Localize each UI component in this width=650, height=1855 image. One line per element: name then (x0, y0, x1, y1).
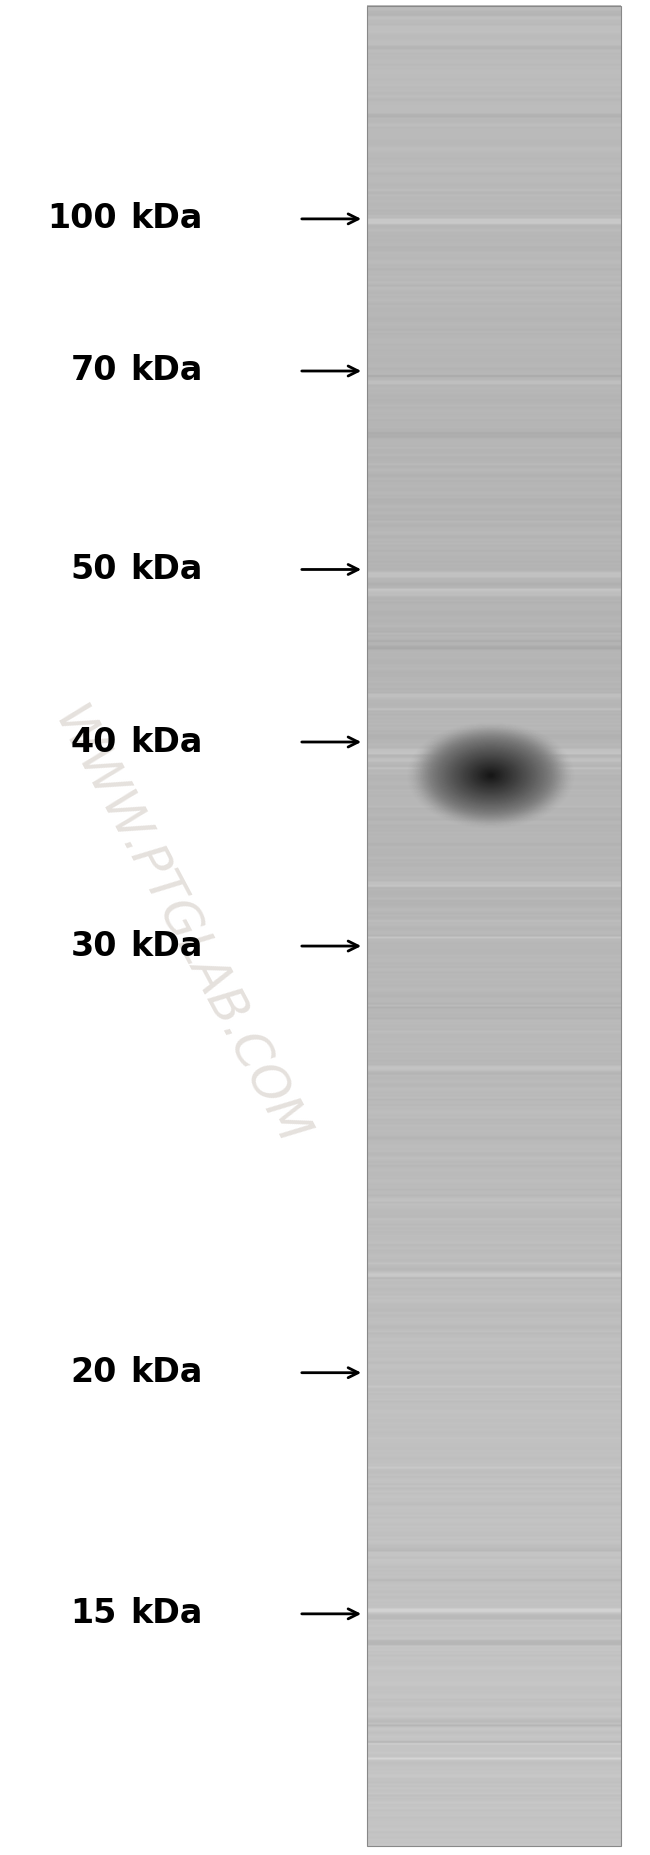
Ellipse shape (443, 746, 538, 805)
Ellipse shape (454, 751, 528, 800)
Text: 15: 15 (71, 1597, 117, 1631)
Ellipse shape (434, 738, 548, 812)
Ellipse shape (442, 744, 540, 807)
Ellipse shape (415, 727, 567, 824)
Ellipse shape (435, 740, 547, 811)
Ellipse shape (463, 759, 518, 792)
Ellipse shape (447, 748, 535, 803)
Ellipse shape (488, 774, 494, 777)
Ellipse shape (469, 762, 513, 788)
Ellipse shape (428, 736, 553, 814)
Text: kDa: kDa (130, 553, 202, 586)
Ellipse shape (465, 759, 516, 792)
Ellipse shape (418, 729, 564, 822)
Ellipse shape (471, 762, 511, 788)
Ellipse shape (425, 735, 556, 816)
Text: 100: 100 (47, 202, 117, 236)
Ellipse shape (420, 731, 562, 820)
Ellipse shape (438, 742, 543, 809)
Ellipse shape (480, 770, 501, 781)
Text: 30: 30 (70, 929, 117, 963)
Text: kDa: kDa (130, 354, 202, 388)
Ellipse shape (440, 744, 541, 807)
Ellipse shape (417, 729, 565, 822)
Text: kDa: kDa (130, 725, 202, 759)
Ellipse shape (462, 757, 519, 794)
Ellipse shape (474, 764, 508, 787)
Ellipse shape (472, 764, 510, 787)
Text: WWW.PTGLAB.COM: WWW.PTGLAB.COM (43, 699, 315, 1156)
Ellipse shape (459, 755, 523, 796)
Ellipse shape (426, 735, 555, 816)
Ellipse shape (484, 772, 497, 779)
Ellipse shape (413, 727, 569, 824)
Ellipse shape (423, 733, 558, 818)
Ellipse shape (482, 770, 499, 781)
Text: kDa: kDa (130, 1597, 202, 1631)
Text: 50: 50 (70, 553, 117, 586)
Ellipse shape (450, 749, 531, 801)
Ellipse shape (421, 731, 560, 820)
Ellipse shape (486, 772, 496, 779)
Ellipse shape (457, 753, 525, 798)
Ellipse shape (476, 766, 506, 785)
Text: 20: 20 (71, 1356, 117, 1389)
Bar (367, 6, 621, 1846)
Ellipse shape (455, 753, 526, 798)
Ellipse shape (477, 766, 504, 785)
Ellipse shape (430, 736, 552, 814)
Text: 70: 70 (70, 354, 117, 388)
Ellipse shape (432, 738, 550, 812)
Ellipse shape (437, 742, 545, 809)
Ellipse shape (452, 751, 530, 800)
Ellipse shape (467, 761, 514, 790)
Ellipse shape (411, 725, 570, 825)
Text: kDa: kDa (130, 929, 202, 963)
Ellipse shape (445, 746, 536, 805)
Text: kDa: kDa (130, 202, 202, 236)
Ellipse shape (489, 774, 493, 777)
Ellipse shape (448, 749, 533, 801)
Text: 40: 40 (71, 725, 117, 759)
Text: kDa: kDa (130, 1356, 202, 1389)
Ellipse shape (460, 757, 521, 794)
Ellipse shape (479, 768, 502, 783)
